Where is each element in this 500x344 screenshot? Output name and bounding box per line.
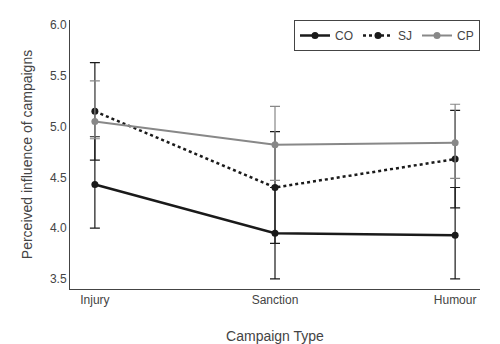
svg-text:Humour: Humour [434,293,477,307]
svg-text:Injury: Injury [80,293,109,307]
svg-text:SJ: SJ [398,29,412,43]
svg-text:Perceived influence of campaig: Perceived influence of campaigns [19,50,35,259]
svg-text:3.5: 3.5 [50,272,67,286]
svg-text:CP: CP [457,29,474,43]
svg-text:Sanction: Sanction [252,293,299,307]
svg-text:5.5: 5.5 [50,69,67,83]
svg-text:6.0: 6.0 [50,18,67,32]
svg-text:CO: CO [335,29,353,43]
svg-text:Campaign Type: Campaign Type [226,328,324,344]
svg-text:5.0: 5.0 [50,120,67,134]
svg-text:4.0: 4.0 [50,221,67,235]
svg-text:4.5: 4.5 [50,171,67,185]
